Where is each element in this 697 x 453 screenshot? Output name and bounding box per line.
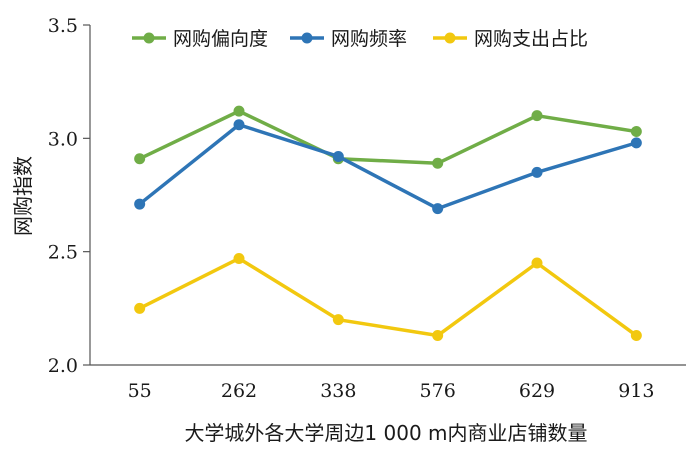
y-axis-title: 网购指数 xyxy=(11,156,35,236)
data-point xyxy=(134,153,146,165)
data-point xyxy=(630,137,642,149)
x-axis-title: 大学城外各大学周边1 000 m内商业店铺数量 xyxy=(184,421,587,445)
x-tick-label: 55 xyxy=(128,380,152,402)
data-point xyxy=(332,150,344,162)
x-tick-label: 576 xyxy=(420,380,456,402)
legend-swatch-marker xyxy=(301,32,313,44)
data-point xyxy=(233,105,245,117)
x-tick-labels: 55 262 338 576 629 913 xyxy=(128,380,655,402)
legend-swatch-marker xyxy=(143,32,155,44)
data-point xyxy=(432,157,444,169)
legend-label: 网购偏向度 xyxy=(173,28,268,50)
legend-label: 网购支出占比 xyxy=(474,28,588,50)
y-tick-labels: 2.0 2.5 3.0 3.5 xyxy=(48,15,78,377)
data-point xyxy=(432,330,444,342)
x-tick-label: 913 xyxy=(618,380,654,402)
series-line xyxy=(137,122,639,211)
data-point xyxy=(134,302,146,314)
data-point xyxy=(134,198,146,210)
legend: 网购偏向度 网购频率 网购支出占比 xyxy=(132,28,588,50)
data-point xyxy=(531,257,543,269)
y-tick-label: 3.5 xyxy=(48,15,78,37)
x-tick-label: 262 xyxy=(221,380,257,402)
series-line xyxy=(137,256,639,338)
data-point xyxy=(531,110,543,122)
series-layer xyxy=(134,105,642,342)
data-point xyxy=(332,314,344,326)
data-point xyxy=(630,126,642,138)
y-tick-label: 2.0 xyxy=(48,355,78,377)
x-tick-label: 338 xyxy=(320,380,356,402)
axes xyxy=(83,24,686,366)
legend-label: 网购频率 xyxy=(331,28,407,50)
legend-swatch-marker xyxy=(444,32,456,44)
data-point xyxy=(630,330,642,342)
series-line xyxy=(137,109,639,166)
x-tick-label: 629 xyxy=(519,380,555,402)
y-tick-label: 3.0 xyxy=(48,128,78,150)
data-point xyxy=(531,166,543,178)
data-point xyxy=(233,119,245,131)
data-point xyxy=(233,252,245,264)
y-tick-label: 2.5 xyxy=(48,242,78,264)
data-point xyxy=(432,203,444,215)
